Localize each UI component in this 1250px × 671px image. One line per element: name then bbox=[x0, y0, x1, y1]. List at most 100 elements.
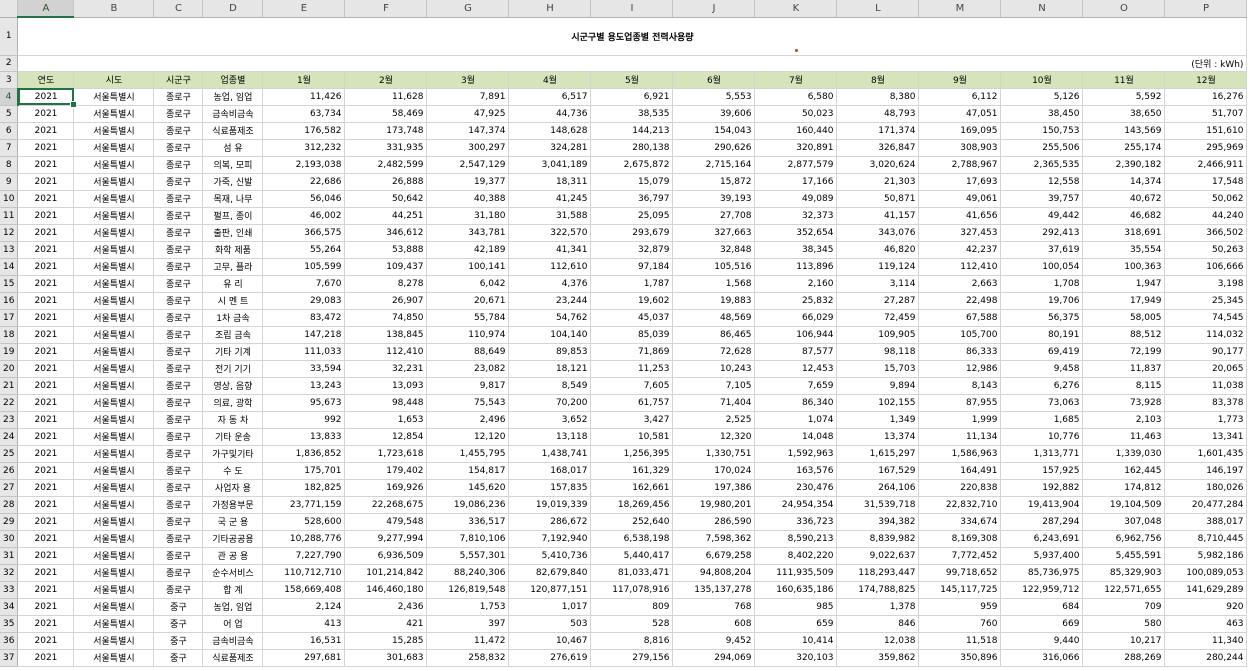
data-cell[interactable]: 7,810,106 bbox=[426, 530, 510, 548]
data-cell[interactable]: 17,949 bbox=[1082, 292, 1166, 310]
data-cell[interactable]: 160,635,186 bbox=[754, 581, 838, 599]
data-cell[interactable]: 5,592 bbox=[1082, 88, 1166, 106]
data-cell[interactable]: 14,048 bbox=[754, 428, 838, 446]
data-cell[interactable]: 528 bbox=[590, 615, 674, 633]
data-cell[interactable]: 88,240,306 bbox=[426, 564, 510, 582]
data-cell[interactable]: 297,681 bbox=[262, 649, 346, 667]
data-cell[interactable]: 식료품제조 bbox=[202, 122, 264, 140]
data-cell[interactable]: 294,069 bbox=[672, 649, 756, 667]
data-cell[interactable]: 출판, 인쇄 bbox=[202, 224, 264, 242]
row-header[interactable]: 25 bbox=[0, 445, 19, 463]
data-cell[interactable]: 서울특별시 bbox=[73, 598, 155, 616]
data-cell[interactable]: 2,436 bbox=[344, 598, 428, 616]
data-cell[interactable]: 종로구 bbox=[153, 190, 204, 208]
data-cell[interactable]: 89,853 bbox=[508, 343, 592, 361]
data-cell[interactable]: 350,896 bbox=[918, 649, 1002, 667]
data-cell[interactable]: 10,243 bbox=[672, 360, 756, 378]
data-cell[interactable]: 5,410,736 bbox=[508, 547, 592, 565]
data-cell[interactable]: 55,784 bbox=[426, 309, 510, 327]
data-cell[interactable]: 141,629,289 bbox=[1164, 581, 1248, 599]
data-cell[interactable]: 종로구 bbox=[153, 224, 204, 242]
data-cell[interactable]: 중구 bbox=[153, 598, 204, 616]
data-cell[interactable]: 768 bbox=[672, 598, 756, 616]
data-cell[interactable]: 10,467 bbox=[508, 632, 592, 650]
data-cell[interactable]: 75,543 bbox=[426, 394, 510, 412]
data-cell[interactable]: 중구 bbox=[153, 649, 204, 667]
data-cell[interactable]: 2021 bbox=[17, 326, 75, 344]
data-cell[interactable]: 157,925 bbox=[1000, 462, 1084, 480]
data-cell[interactable]: 36,797 bbox=[590, 190, 674, 208]
data-cell[interactable]: 295,969 bbox=[1164, 139, 1248, 157]
data-cell[interactable]: 6,517 bbox=[508, 88, 592, 106]
row-header[interactable]: 20 bbox=[0, 360, 19, 378]
data-cell[interactable]: 서울특별시 bbox=[73, 394, 155, 412]
data-cell[interactable]: 2021 bbox=[17, 581, 75, 599]
data-cell[interactable]: 29,083 bbox=[262, 292, 346, 310]
data-cell[interactable]: 31,588 bbox=[508, 207, 592, 225]
data-cell[interactable]: 9,022,637 bbox=[836, 547, 920, 565]
data-cell[interactable]: 15,703 bbox=[836, 360, 920, 378]
data-cell[interactable]: 72,628 bbox=[672, 343, 756, 361]
data-cell[interactable]: 순수서비스 bbox=[202, 564, 264, 582]
data-cell[interactable]: 46,002 bbox=[262, 207, 346, 225]
data-cell[interactable]: 펄프, 종이 bbox=[202, 207, 264, 225]
data-cell[interactable]: 2,365,535 bbox=[1000, 156, 1084, 174]
data-cell[interactable]: 22,498 bbox=[918, 292, 1002, 310]
data-cell[interactable]: 86,333 bbox=[918, 343, 1002, 361]
data-cell[interactable]: 280,244 bbox=[1164, 649, 1248, 667]
data-cell[interactable]: 5,557,301 bbox=[426, 547, 510, 565]
data-cell[interactable]: 1,455,795 bbox=[426, 445, 510, 463]
data-cell[interactable]: 312,232 bbox=[262, 139, 346, 157]
data-cell[interactable]: 85,736,975 bbox=[1000, 564, 1084, 582]
data-cell[interactable]: 580 bbox=[1082, 615, 1166, 633]
data-cell[interactable]: 서울특별시 bbox=[73, 122, 155, 140]
data-cell[interactable]: 2021 bbox=[17, 105, 75, 123]
data-cell[interactable]: 11,837 bbox=[1082, 360, 1166, 378]
data-cell[interactable]: 종로구 bbox=[153, 564, 204, 582]
data-cell[interactable]: 105,700 bbox=[918, 326, 1002, 344]
data-cell[interactable]: 308,903 bbox=[918, 139, 1002, 157]
data-cell[interactable]: 120,877,151 bbox=[508, 581, 592, 599]
data-cell[interactable]: 118,293,447 bbox=[836, 564, 920, 582]
data-cell[interactable]: 7,605 bbox=[590, 377, 674, 395]
data-cell[interactable]: 23,244 bbox=[508, 292, 592, 310]
data-cell[interactable]: 56,046 bbox=[262, 190, 346, 208]
data-cell[interactable]: 서울특별시 bbox=[73, 326, 155, 344]
data-cell[interactable]: 100,089,053 bbox=[1164, 564, 1248, 582]
data-cell[interactable]: 3,198 bbox=[1164, 275, 1248, 293]
column-header-P[interactable]: P bbox=[1164, 0, 1248, 18]
data-cell[interactable]: 463 bbox=[1164, 615, 1248, 633]
data-cell[interactable]: 100,054 bbox=[1000, 258, 1084, 276]
column-header-J[interactable]: J bbox=[672, 0, 756, 18]
row-header[interactable]: 30 bbox=[0, 530, 19, 548]
data-cell[interactable]: 174,812 bbox=[1082, 479, 1166, 497]
data-cell[interactable]: 174,788,825 bbox=[836, 581, 920, 599]
data-cell[interactable]: 13,341 bbox=[1164, 428, 1248, 446]
data-cell[interactable]: 18,311 bbox=[508, 173, 592, 191]
data-cell[interactable]: 163,576 bbox=[754, 462, 838, 480]
data-cell[interactable]: 2021 bbox=[17, 411, 75, 429]
data-cell[interactable]: 94,808,204 bbox=[672, 564, 756, 582]
row-header[interactable]: 5 bbox=[0, 105, 19, 123]
data-cell[interactable]: 39,606 bbox=[672, 105, 756, 123]
data-cell[interactable]: 70,200 bbox=[508, 394, 592, 412]
data-cell[interactable]: 6,276 bbox=[1000, 377, 1084, 395]
data-cell[interactable]: 192,882 bbox=[1000, 479, 1084, 497]
row-header[interactable]: 9 bbox=[0, 173, 19, 191]
data-cell[interactable]: 73,928 bbox=[1082, 394, 1166, 412]
data-cell[interactable]: 286,590 bbox=[672, 513, 756, 531]
data-cell[interactable]: 7,659 bbox=[754, 377, 838, 395]
data-cell[interactable]: 25,345 bbox=[1164, 292, 1248, 310]
data-cell[interactable]: 5,455,591 bbox=[1082, 547, 1166, 565]
data-cell[interactable]: 111,935,509 bbox=[754, 564, 838, 582]
data-cell[interactable]: 143,569 bbox=[1082, 122, 1166, 140]
data-cell[interactable]: 3,041,189 bbox=[508, 156, 592, 174]
data-cell[interactable]: 10,217 bbox=[1082, 632, 1166, 650]
data-cell[interactable]: 31,539,718 bbox=[836, 496, 920, 514]
data-cell[interactable]: 608 bbox=[672, 615, 756, 633]
data-cell[interactable]: 86,465 bbox=[672, 326, 756, 344]
column-header-C[interactable]: C bbox=[153, 0, 204, 18]
header-cell[interactable]: 6월 bbox=[672, 70, 756, 89]
data-cell[interactable]: 11,038 bbox=[1164, 377, 1248, 395]
row-header[interactable]: 18 bbox=[0, 326, 19, 344]
